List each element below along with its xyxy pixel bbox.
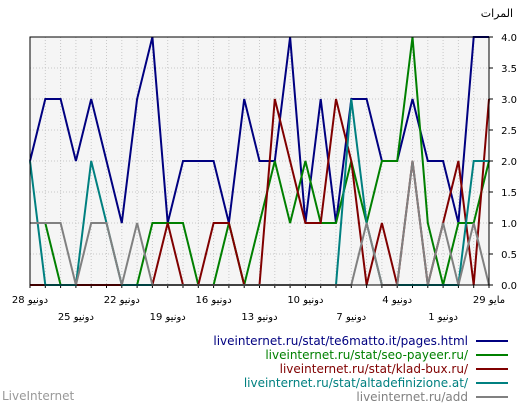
x-tick-label: 16 دونيو xyxy=(196,295,232,306)
x-tick-label: 7 دونيو xyxy=(336,312,366,323)
plot-frame xyxy=(29,36,490,286)
legend-label-5: liveinternet.ru/add xyxy=(356,390,468,404)
x-tick-label: 4 دونيو xyxy=(382,295,412,306)
x-tick-label: 13 دونيو xyxy=(241,312,277,323)
x-tick-label: 10 دونيو xyxy=(287,295,323,306)
y-tick-label: 1.0 xyxy=(501,219,517,230)
y-tick-label: 3.5 xyxy=(501,64,517,75)
x-tick-label: 25 دونيو xyxy=(58,312,94,323)
legend: liveinternet.ru/stat/te6matto.it/pages.h… xyxy=(213,334,508,404)
y-tick-label: 2.5 xyxy=(501,126,517,137)
legend-label-3: liveinternet.ru/stat/klad-bux.ru/ xyxy=(280,362,469,376)
x-tick-label: 28 دونيو xyxy=(12,295,48,306)
legend-label-2: liveinternet.ru/stat/seo-payeer.ru/ xyxy=(265,348,469,362)
x-tick-label: 22 دونيو xyxy=(104,295,140,306)
x-tick-label: 29 مايو xyxy=(473,295,505,306)
y-tick-label: 0.5 xyxy=(501,250,517,261)
series-line-1 xyxy=(29,36,489,224)
y-axis-ticks: 0.0 0.5 1.0 1.5 2.0 2.5 3.0 3.5 4.0 xyxy=(489,33,517,292)
y-axis-label: المرات xyxy=(481,7,513,20)
y-tick-label: 2.0 xyxy=(501,157,517,168)
legend-label-1: liveinternet.ru/stat/te6matto.it/pages.h… xyxy=(213,334,468,348)
y-tick-label: 1.5 xyxy=(501,188,517,199)
x-tick-label: 19 دونيو xyxy=(150,312,186,323)
y-tick-label: 4.0 xyxy=(501,33,517,44)
y-tick-label: 0.0 xyxy=(501,281,517,292)
legend-label-4: liveinternet.ru/stat/altadefinizione.at/ xyxy=(244,376,469,390)
y-tick-label: 3.0 xyxy=(501,95,517,106)
x-tick-label: 1 دونيو xyxy=(428,312,458,323)
x-axis-ticks: 28 دونيو 25 دونيو 22 دونيو 19 دونيو 16 دونيو… xyxy=(12,285,505,323)
footer-brand: LiveInternet xyxy=(2,389,74,403)
